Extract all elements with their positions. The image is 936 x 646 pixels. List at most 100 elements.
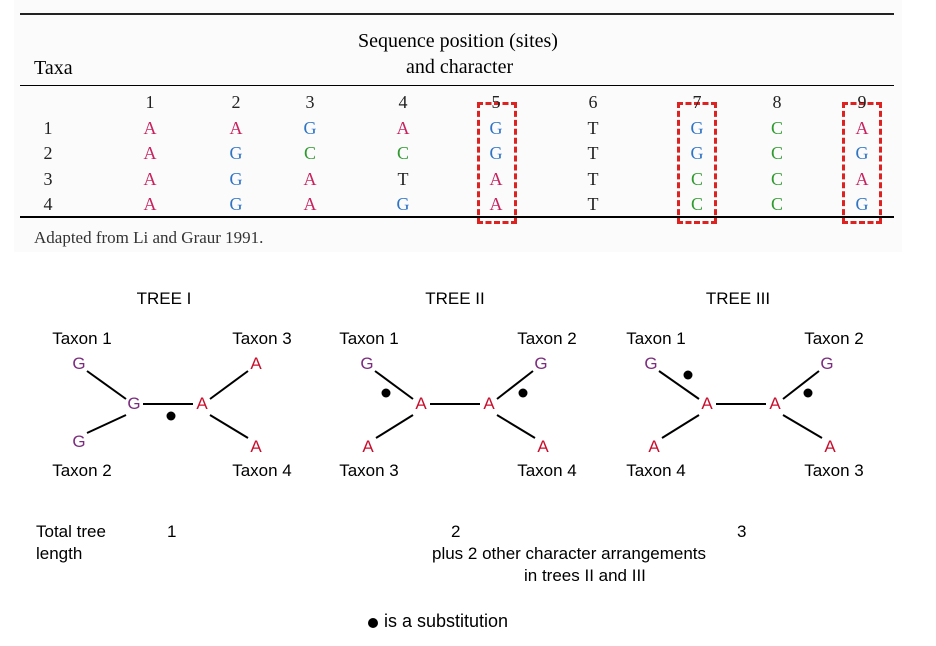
- position-header: 3: [305, 92, 315, 112]
- nucleotide-cell: G: [855, 194, 869, 214]
- tree-branch: [782, 414, 823, 439]
- nucleotide-cell: G: [229, 143, 243, 163]
- nucleotide-cell: G: [855, 143, 869, 163]
- nucleotide-cell: A: [396, 118, 410, 138]
- total-tree-length-label-line2: length: [36, 544, 83, 563]
- nucleotide-cell: G: [690, 143, 704, 163]
- tree-title: TREE II: [425, 289, 485, 308]
- taxon-row-label: 3: [43, 169, 53, 189]
- tree-title: TREE I: [137, 289, 192, 308]
- tip-state: A: [537, 437, 549, 456]
- taxon-label-top-left: Taxon 1: [52, 329, 112, 348]
- nucleotide-cell: G: [229, 169, 243, 189]
- substitution-dot: [518, 388, 528, 398]
- nucleotide-cell: G: [489, 118, 503, 138]
- position-header: 1: [145, 92, 155, 112]
- nucleotide-cell: A: [229, 118, 243, 138]
- position-header: 4: [398, 92, 408, 112]
- nucleotide-cell: A: [143, 169, 157, 189]
- internal-node-state: A: [483, 394, 495, 413]
- top-cutoff-rule: [20, 13, 894, 15]
- taxon-label-bottom-right: Taxon 3: [804, 461, 864, 480]
- position-header: 2: [231, 92, 241, 112]
- tip-state: A: [824, 437, 836, 456]
- summary-note-line1: plus 2 other character arrangements: [432, 544, 707, 563]
- tree3-length-value: 3: [737, 522, 747, 541]
- nucleotide-cell: C: [303, 143, 317, 163]
- highlight-box-position-5: [477, 102, 517, 224]
- tip-state: G: [644, 354, 657, 373]
- nucleotide-cell: A: [489, 194, 503, 214]
- tree-branch: [86, 370, 127, 400]
- tree-branch: [209, 414, 249, 439]
- header-rule: [20, 85, 894, 86]
- internal-node-state: G: [127, 394, 140, 413]
- taxon-label-bottom-right: Taxon 4: [232, 461, 292, 480]
- nucleotide-cell: A: [303, 169, 317, 189]
- substitution-dot: [683, 370, 693, 380]
- nucleotide-cell: G: [690, 118, 704, 138]
- internal-node-state: A: [701, 394, 713, 413]
- nucleotide-cell: A: [143, 143, 157, 163]
- substitution-dot: [166, 411, 176, 421]
- tip-state: G: [72, 432, 85, 451]
- tree-branch: [496, 370, 534, 400]
- substitution-dot: [803, 388, 813, 398]
- nucleotide-cell: C: [690, 169, 704, 189]
- nucleotide-cell: A: [855, 169, 869, 189]
- nucleotide-cell: A: [303, 194, 317, 214]
- nucleotide-cell: A: [855, 118, 869, 138]
- taxon-label-bottom-left: Taxon 3: [339, 461, 399, 480]
- tree-title: TREE III: [706, 289, 770, 308]
- nucleotide-cell: C: [770, 169, 784, 189]
- tree-branch: [86, 414, 127, 434]
- legend-text: is a substitution: [384, 611, 509, 631]
- nucleotide-cell: C: [770, 194, 784, 214]
- taxon-row-label: 4: [43, 194, 53, 214]
- nucleotide-cell: T: [397, 169, 409, 189]
- taxon-label-bottom-left: Taxon 4: [626, 461, 686, 480]
- substitution-dot-icon: [368, 618, 378, 628]
- tree-branch: [374, 370, 414, 400]
- nucleotide-cell: G: [396, 194, 410, 214]
- internal-node-state: A: [415, 394, 427, 413]
- highlight-box-position-9: [842, 102, 882, 224]
- tree-branch: [209, 370, 249, 400]
- position-header: 6: [588, 92, 598, 112]
- nucleotide-cell: G: [303, 118, 317, 138]
- tree-branch: [661, 414, 700, 439]
- tip-state: G: [820, 354, 833, 373]
- nucleotide-cell: G: [489, 143, 503, 163]
- tree1-length-value: 1: [167, 522, 177, 541]
- table-header-line2: and character: [406, 56, 514, 78]
- table-bottom-rule: [20, 216, 894, 218]
- nucleotide-cell: T: [587, 143, 599, 163]
- position-header: 5: [491, 92, 501, 112]
- tree-branch: [782, 370, 820, 400]
- internal-node-state: A: [196, 394, 208, 413]
- taxon-label-bottom-left: Taxon 2: [52, 461, 112, 480]
- tip-state: G: [534, 354, 547, 373]
- nucleotide-cell: T: [587, 169, 599, 189]
- nucleotide-cell: G: [229, 194, 243, 214]
- taxon-label-top-right: Taxon 2: [804, 329, 864, 348]
- taxon-row-label: 1: [43, 118, 53, 138]
- total-tree-length-label-line1: Total tree: [36, 522, 106, 541]
- position-header: 9: [857, 92, 867, 112]
- nucleotide-cell: C: [690, 194, 704, 214]
- nucleotide-cell: T: [587, 194, 599, 214]
- nucleotide-cell: A: [489, 169, 503, 189]
- taxon-label-top-left: Taxon 1: [339, 329, 399, 348]
- tip-state: A: [362, 437, 374, 456]
- tree-branch: [496, 414, 536, 439]
- tree-branch: [375, 414, 414, 439]
- taxon-label-top-right: Taxon 2: [517, 329, 577, 348]
- tree2-length-value: 2: [451, 522, 461, 541]
- table-source-note: Adapted from Li and Graur 1991.: [34, 228, 264, 247]
- nucleotide-cell: A: [143, 118, 157, 138]
- internal-node-state: A: [769, 394, 781, 413]
- taxon-label-top-right: Taxon 3: [232, 329, 292, 348]
- substitution-dot: [381, 388, 391, 398]
- tip-state: G: [72, 354, 85, 373]
